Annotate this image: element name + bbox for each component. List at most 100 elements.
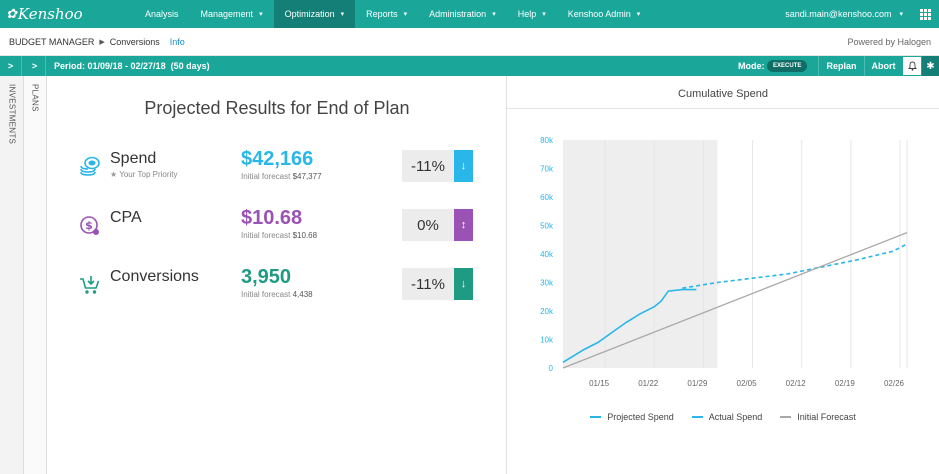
cpa-dollar-icon: $ — [79, 215, 101, 237]
x-tick-label: 01/29 — [687, 379, 708, 388]
metric-subtitle: ★ Your Top Priority — [110, 170, 178, 179]
y-tick-label: 10k — [540, 336, 554, 345]
metric-name: Conversions — [110, 268, 199, 285]
tab-plans-label: PLANS — [30, 84, 40, 112]
expand-plans-button[interactable]: > — [24, 56, 46, 76]
legend-label: Projected Spend — [607, 412, 674, 422]
breadcrumb: BUDGET MANAGER ▶ Conversions Info — [9, 37, 185, 47]
tab-investments-label: INVESTMENTS — [7, 84, 16, 145]
breadcrumb-separator-icon: ▶ — [99, 39, 105, 46]
star-icon: ★ — [110, 170, 118, 179]
cumulative-spend-panel: Cumulative Spend 0 10k 20k 30k 40k 50k 60k 70k 8… — [507, 76, 939, 474]
period-days: (50 days) — [170, 61, 210, 71]
period-bar: > > Period: 01/09/18 - 02/27/18 (50 days… — [0, 56, 939, 76]
x-tick-label: 02/12 — [786, 379, 807, 388]
cart-icon — [79, 274, 101, 296]
legend-item[interactable]: Initial Forecast — [780, 412, 856, 422]
top-nav: ✿ Kenshoo Analysis Management ▾ Optimizatio… — [0, 0, 939, 28]
settings-gear-icon[interactable]: ✱ — [922, 56, 939, 76]
x-tick-label: 02/26 — [884, 379, 905, 388]
nav-item-label: Kenshoo Admin — [567, 9, 631, 19]
kenshoo-logo[interactable]: ✿ Kenshoo — [6, 3, 83, 25]
metric-row-cpa: $ CPA $10.68 Initial forecast $10.68 0% ↕ — [47, 207, 507, 247]
powered-by: Powered by Halogen — [847, 37, 931, 47]
chart-legend: Projected Spend Actual Spend Initial Forec… — [507, 412, 939, 422]
arrow-flat-icon[interactable]: ↕ — [454, 209, 473, 241]
nav-item-label: Analysis — [145, 9, 179, 19]
nav-item-reports[interactable]: Reports ▾ — [355, 0, 418, 28]
arrow-down-icon[interactable]: ↓ — [454, 268, 473, 300]
legend-label: Actual Spend — [708, 412, 763, 422]
breadcrumb-root[interactable]: BUDGET MANAGER — [9, 37, 95, 47]
nav-item-analysis[interactable]: Analysis — [134, 0, 190, 28]
nav-item-kenshoo-admin[interactable]: Kenshoo Admin ▾ — [557, 0, 652, 28]
y-tick-label: 60k — [540, 193, 554, 202]
chevron-down-icon: ▾ — [259, 11, 263, 18]
legend-swatch — [590, 416, 602, 418]
y-tick-label: 50k — [540, 222, 554, 231]
breadcrumb-current: Conversions — [109, 37, 160, 47]
metric-name: Spend — [110, 150, 157, 167]
arrow-down-icon[interactable]: ↓ — [454, 150, 473, 182]
user-email: sandi.main@kenshoo.com — [785, 9, 892, 19]
chevron-down-icon: ▾ — [492, 11, 496, 18]
nav-item-help[interactable]: Help ▾ — [507, 0, 557, 28]
notifications-bell-icon[interactable] — [902, 56, 922, 76]
y-tick-label: 40k — [540, 250, 554, 259]
y-tick-label: 0 — [549, 364, 554, 373]
period-info: Period: 01/09/18 - 02/27/18 (50 days) — [54, 61, 210, 71]
x-tick-label: 01/15 — [589, 379, 610, 388]
chevron-right-icon: > — [31, 61, 38, 71]
y-tick-label: 70k — [540, 165, 554, 174]
chevron-down-icon: ▾ — [403, 11, 408, 18]
user-menu[interactable]: sandi.main@kenshoo.com ▾ — [785, 0, 903, 28]
legend-item[interactable]: Projected Spend — [590, 412, 674, 422]
x-tick-label: 01/22 — [638, 379, 659, 388]
nav-item-label: Management — [200, 9, 254, 19]
coins-icon — [79, 156, 101, 178]
chevron-down-icon: ▾ — [899, 11, 903, 18]
series-actual-spend — [562, 288, 697, 363]
svg-text:$: $ — [85, 219, 93, 232]
apps-grid-icon[interactable] — [920, 9, 931, 20]
metric-change: -11% — [402, 150, 454, 182]
legend-swatch — [691, 416, 703, 418]
chevron-down-icon: ▾ — [636, 11, 641, 18]
chevron-right-icon: > — [7, 61, 14, 71]
legend-swatch — [780, 416, 792, 418]
replan-button[interactable]: Replan — [818, 56, 864, 76]
mode-badge: EXECUTE — [767, 60, 808, 72]
y-tick-label: 20k — [540, 307, 554, 316]
metric-value: $42,166 — [241, 148, 314, 170]
period-range: Period: 01/09/18 - 02/27/18 — [54, 61, 166, 71]
logo-leaf-icon: ✿ — [6, 6, 17, 22]
breadcrumb-bar: BUDGET MANAGER ▶ Conversions Info Powere… — [0, 28, 939, 56]
tab-investments[interactable]: INVESTMENTS — [0, 76, 24, 474]
mode-label: Mode: — [738, 61, 765, 71]
tab-plans[interactable]: PLANS — [24, 76, 47, 474]
y-tick-label: 80k — [540, 136, 554, 145]
metric-value: $10.68 — [241, 207, 303, 229]
metric-change: -11% — [402, 268, 454, 300]
metric-initial-forecast: Initial forecast 4,438 — [241, 290, 313, 299]
abort-button[interactable]: Abort — [864, 56, 902, 76]
info-link[interactable]: Info — [169, 37, 185, 47]
nav-item-administration[interactable]: Administration ▾ — [418, 0, 507, 28]
nav-item-management[interactable]: Management ▾ — [190, 0, 274, 28]
legend-label: Initial Forecast — [797, 412, 856, 422]
nav-item-label: Help — [517, 9, 537, 19]
metric-value: 3,950 — [241, 266, 292, 288]
series-initial-forecast — [562, 231, 908, 369]
x-tick-label: 02/19 — [835, 379, 856, 388]
chart-title: Cumulative Spend — [678, 88, 768, 100]
expand-investments-button[interactable]: > — [0, 56, 22, 76]
nav-item-label: Reports — [366, 9, 398, 19]
y-tick-label: 30k — [540, 279, 554, 288]
past-period-shading — [563, 140, 718, 368]
metric-initial-forecast: Initial forecast $10.68 — [241, 231, 318, 240]
logo-text: Kenshoo — [17, 5, 83, 23]
nav-item-optimization[interactable]: Optimization ▾ — [273, 0, 356, 28]
legend-item[interactable]: Actual Spend — [691, 412, 763, 422]
x-tick-label: 02/05 — [737, 379, 758, 388]
panel-title: Projected Results for End of Plan — [144, 98, 410, 118]
